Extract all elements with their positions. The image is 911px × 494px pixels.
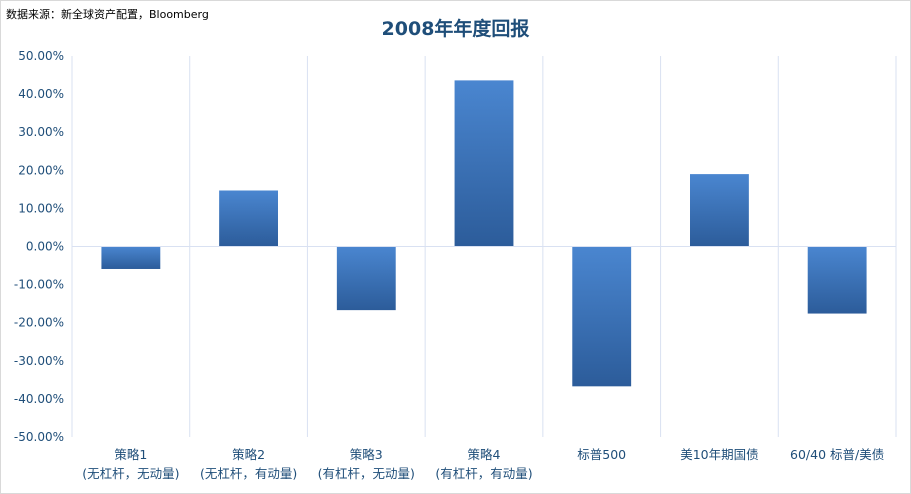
x-tick-label: 策略1 [114, 447, 147, 462]
y-tick-label: -10.00% [14, 278, 64, 292]
chart-title: 2008年年度回报 [381, 18, 530, 40]
bar [101, 246, 161, 269]
x-tick-label: 美10年期国债 [680, 447, 758, 462]
y-tick-label: -50.00% [14, 430, 64, 444]
y-tick-label: -40.00% [14, 392, 64, 406]
x-tick-label: (有杠杆，有动量) [435, 466, 532, 481]
y-tick-label: 40.00% [18, 87, 64, 101]
bar [219, 190, 278, 247]
bar [336, 246, 396, 311]
x-tick-label: 策略3 [350, 447, 383, 462]
bar [454, 80, 514, 247]
bar [690, 174, 749, 247]
bar [807, 246, 867, 314]
x-tick-label: (无杠杆，无动量) [82, 466, 179, 481]
x-tick-label: (无杠杆，有动量) [200, 466, 297, 481]
bar [572, 246, 632, 387]
x-tick-label: 策略2 [232, 447, 265, 462]
y-tick-label: 0.00% [26, 240, 64, 254]
y-tick-label: 50.00% [18, 49, 64, 63]
source-note: 数据来源：新全球资产配置，Bloomberg [6, 8, 209, 21]
y-tick-label: 20.00% [18, 163, 64, 177]
x-tick-label: (有杠杆，无动量) [318, 466, 415, 481]
y-tick-label: -30.00% [14, 354, 64, 368]
y-tick-label: -20.00% [14, 316, 64, 330]
y-tick-label: 30.00% [18, 125, 64, 139]
x-tick-label: 策略4 [468, 447, 501, 462]
y-tick-label: 10.00% [18, 201, 64, 215]
x-tick-label: 60/40 标普/美债 [790, 447, 884, 462]
x-tick-label: 标普500 [577, 447, 626, 462]
